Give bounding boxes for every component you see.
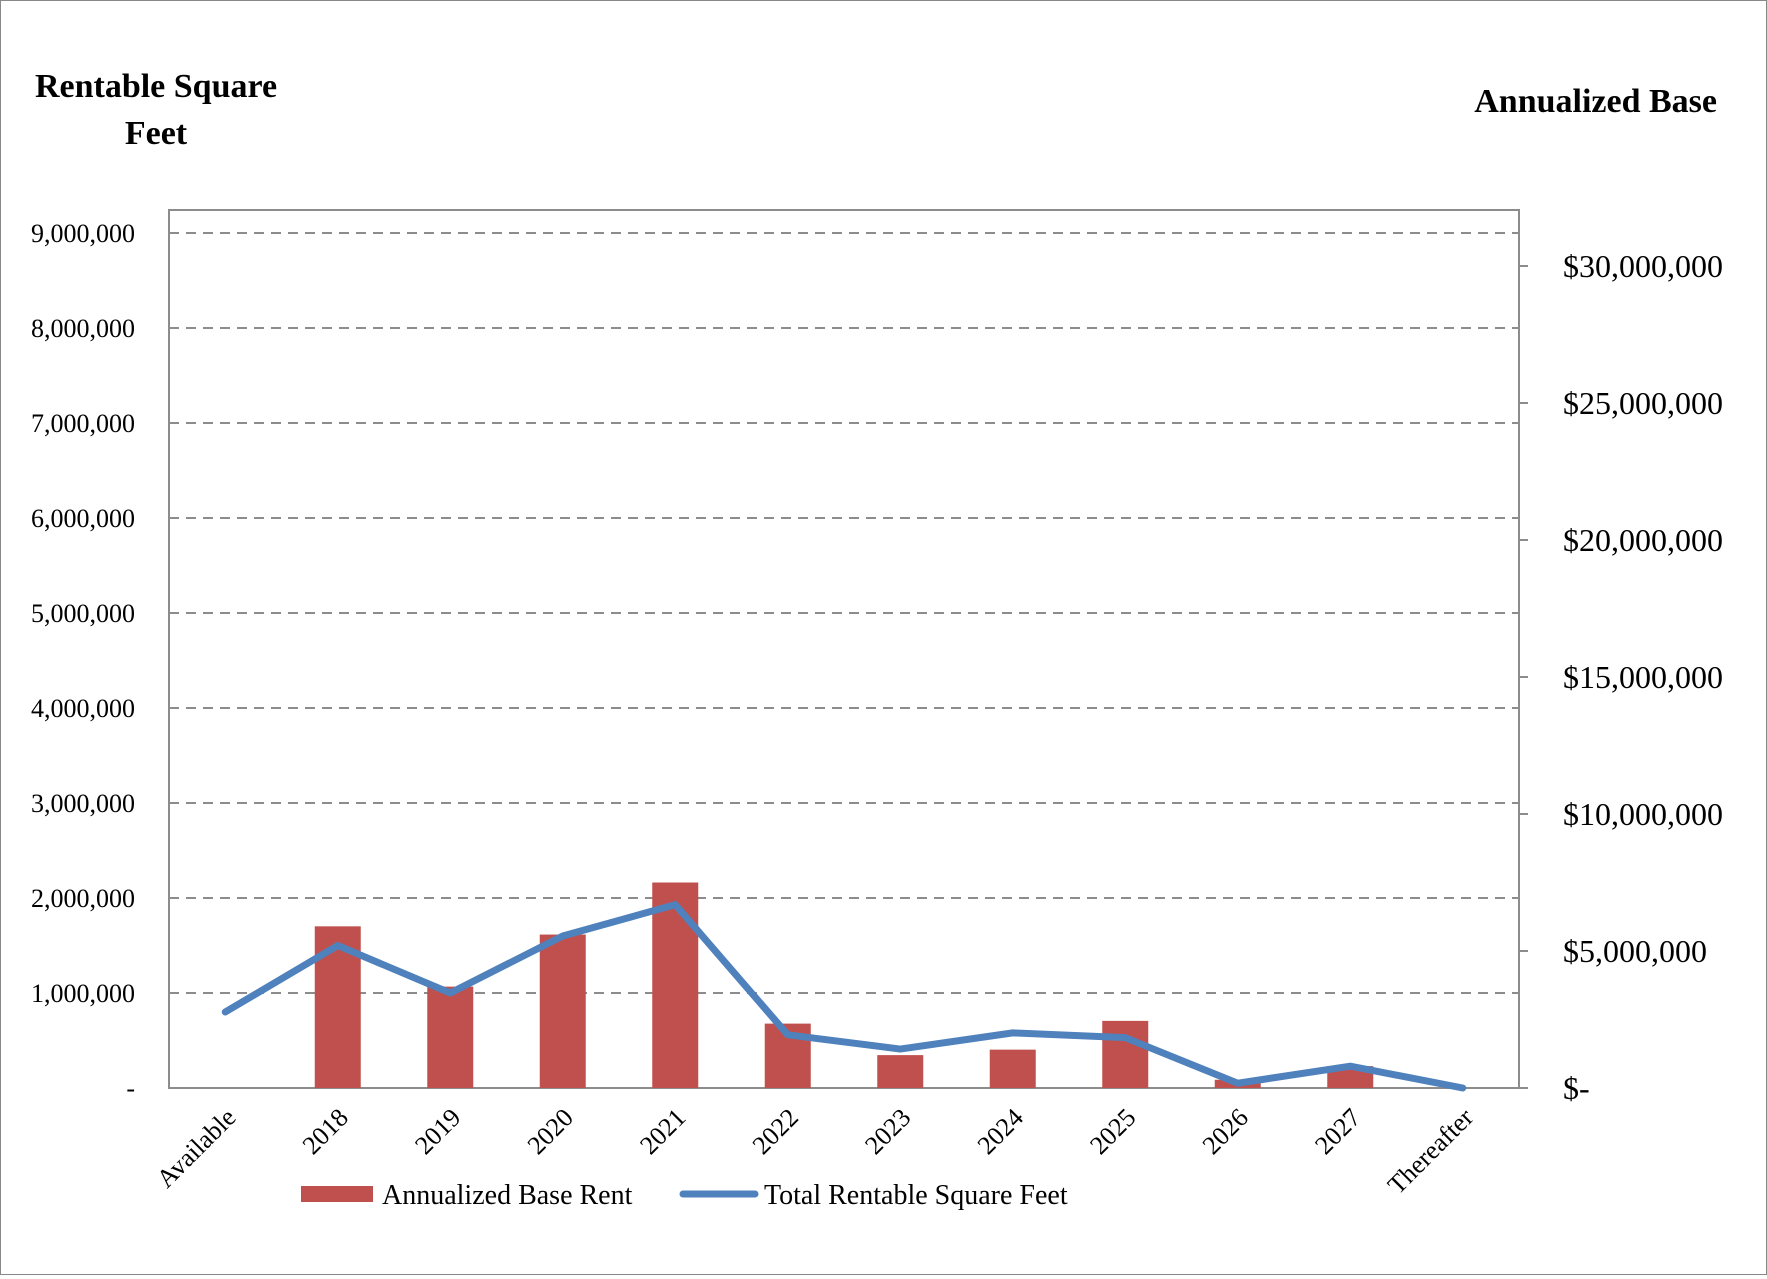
left-tick-label: 2,000,000 <box>31 884 135 913</box>
x-tick-label: 2021 <box>634 1103 691 1160</box>
x-tick-label: Thereafter <box>1382 1103 1479 1200</box>
left-tick-label: 3,000,000 <box>31 789 135 818</box>
plot-area-border <box>168 209 1520 1089</box>
bar-2023 <box>877 1055 924 1088</box>
legend: Annualized Base Rent Total Rentable Squa… <box>301 1180 1068 1211</box>
legend-label-rent: Annualized Base Rent <box>382 1180 633 1211</box>
rent-bars <box>314 882 1374 1088</box>
right-axis-title: Annualized Base <box>1474 83 1717 120</box>
legend-label-sqft: Total Rentable Square Feet <box>764 1180 1068 1211</box>
x-tick-label: 2027 <box>1309 1103 1366 1160</box>
right-tick-label: $15,000,000 <box>1563 659 1723 695</box>
sqft-line <box>221 901 1467 1092</box>
right-tick-label: $5,000,000 <box>1563 933 1707 969</box>
x-tick-label: 2024 <box>972 1103 1029 1160</box>
left-tick-label: 8,000,000 <box>31 314 135 343</box>
right-axis-ticks: $- $5,000,000 $10,000,000 $15,000,000 $20,00… <box>1519 248 1723 1106</box>
x-tick-label: Available <box>151 1103 242 1194</box>
bar-2024 <box>989 1049 1036 1088</box>
x-tick-label: 2025 <box>1084 1103 1141 1160</box>
right-tick-label: $25,000,000 <box>1563 385 1723 421</box>
bar-2025 <box>1102 1020 1149 1088</box>
left-tick-label: 6,000,000 <box>31 504 135 533</box>
left-tick-label: 9,000,000 <box>31 219 135 248</box>
bar-2019 <box>427 986 474 1088</box>
left-axis-title-line2: Feet <box>125 115 188 152</box>
x-tick-label: 2022 <box>747 1103 804 1160</box>
x-tick-label: 2026 <box>1197 1103 1254 1160</box>
right-tick-label: $20,000,000 <box>1563 522 1723 558</box>
x-tick-label: 2018 <box>297 1103 354 1160</box>
gridlines <box>169 232 1519 994</box>
sqft-series-line <box>221 901 1467 1092</box>
left-tick-label: 4,000,000 <box>31 694 135 723</box>
x-tick-label: 2020 <box>522 1103 579 1160</box>
right-tick-label: $10,000,000 <box>1563 796 1723 832</box>
left-tick-label: 1,000,000 <box>31 979 135 1008</box>
left-tick-label: - <box>126 1074 135 1103</box>
x-tick-label: 2019 <box>409 1103 466 1160</box>
right-tick-label: $- <box>1563 1070 1590 1106</box>
right-tick-label: $30,000,000 <box>1563 248 1723 284</box>
left-axis-title-line1: Rentable Square <box>35 68 277 105</box>
legend-swatch-rent <box>301 1186 373 1202</box>
left-axis-ticks: - 1,000,000 2,000,000 3,000,000 4,000,000 5,0… <box>31 219 135 1103</box>
x-tick-label: 2023 <box>859 1103 916 1160</box>
bar-2021 <box>652 882 699 1088</box>
left-tick-label: 7,000,000 <box>31 409 135 438</box>
bar-2020 <box>539 934 586 1088</box>
left-tick-label: 5,000,000 <box>31 599 135 628</box>
